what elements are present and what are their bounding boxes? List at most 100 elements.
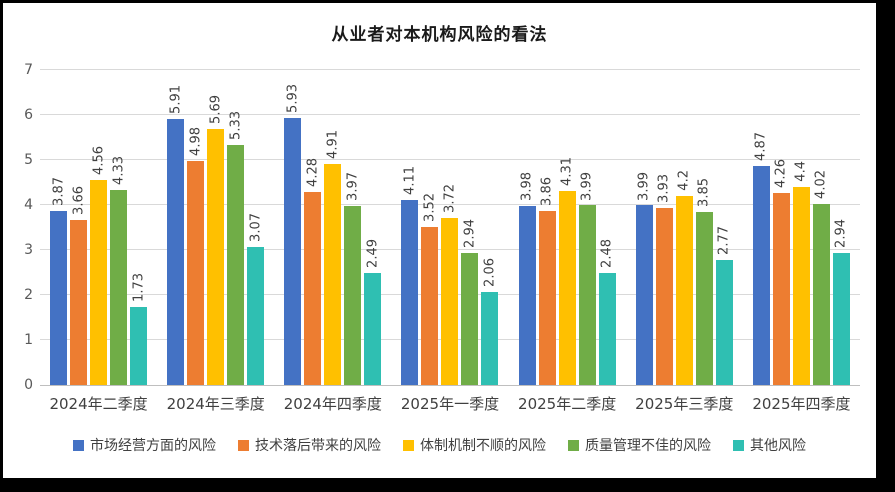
- bar: 4.2: [675, 170, 693, 385]
- bar: 4.11: [401, 166, 419, 385]
- bar-data-label: 4.91: [325, 130, 341, 160]
- bar-data-label: 5.93: [285, 84, 301, 114]
- x-category-label: 2024年二季度: [49, 395, 148, 413]
- gridline: [40, 204, 860, 205]
- bar-data-label: 3.07: [248, 212, 264, 242]
- bar-data-label: 5.33: [228, 111, 244, 141]
- bar-group: 3.98 3.86 4.31 3.99 2.48: [509, 70, 626, 385]
- bar-data-label: 3.52: [422, 192, 438, 222]
- legend-label: 体制机制不顺的风险: [420, 438, 546, 454]
- bar-data-label: 4.31: [559, 157, 575, 187]
- plot-area: 3.87 3.66 4.56 4.33 1.73 5.91 4.98 5.69 5.33 3.07…: [40, 69, 860, 386]
- bar: 3.99: [578, 172, 596, 385]
- bar-data-label: 3.98: [519, 171, 535, 201]
- bar: 3.87: [50, 177, 68, 385]
- x-category-label: 2024年四季度: [283, 395, 382, 413]
- legend-label: 其他风险: [750, 438, 806, 454]
- bar-data-label: 3.85: [696, 177, 712, 207]
- y-tick-label: 6: [24, 107, 33, 123]
- legend-item: 市场经营方面的风险: [73, 435, 216, 455]
- bar: 4.98: [187, 127, 205, 385]
- bar: 2.48: [598, 239, 616, 385]
- bar: 2.94: [832, 219, 850, 385]
- bar-data-label: 5.91: [168, 85, 184, 115]
- legend-swatch-icon: [238, 439, 249, 451]
- y-tick-label: 4: [24, 197, 33, 213]
- bar: 5.69: [207, 95, 225, 385]
- legend-label: 市场经营方面的风险: [90, 438, 216, 454]
- bar-data-label: 4.87: [753, 131, 769, 161]
- gridline: [40, 69, 860, 70]
- bar-data-label: 3.97: [345, 172, 361, 202]
- bar-data-label: 3.93: [656, 174, 672, 204]
- bar: 3.99: [635, 172, 653, 385]
- y-tick-label: 5: [24, 152, 33, 168]
- x-axis-line: [40, 385, 860, 386]
- legend-item: 技术落后带来的风险: [238, 435, 381, 455]
- x-category-label: 2024年三季度: [166, 395, 265, 413]
- bar: 1.73: [130, 273, 148, 385]
- bar-data-label: 2.06: [482, 258, 498, 288]
- bar-data-label: 4.4: [793, 161, 809, 182]
- bar: 2.77: [715, 226, 733, 385]
- legend-swatch-icon: [403, 439, 414, 451]
- x-category-label: 2025年一季度: [400, 395, 500, 413]
- legend-label: 质量管理不佳的风险: [585, 438, 711, 454]
- bar: 3.52: [421, 193, 439, 385]
- chart-canvas: 从业者对本机构风险的看法 0 1 2 3 4 5 6 7 3.87 3.66 4.56 4.33 1.…: [3, 3, 876, 478]
- bar-data-label: 1.73: [131, 273, 147, 303]
- bar: 5.33: [227, 111, 245, 385]
- legend-swatch-icon: [733, 439, 744, 451]
- legend-item: 质量管理不佳的风险: [568, 435, 711, 455]
- bar-data-label: 4.33: [111, 156, 127, 186]
- bar-data-label: 3.99: [636, 171, 652, 201]
- legend-swatch-icon: [568, 439, 579, 451]
- x-axis: 2024年二季度 2024年三季度 2024年四季度 2025年一季度 2025年二季度…: [40, 391, 860, 417]
- y-tick-label: 0: [24, 377, 33, 393]
- y-axis: 0 1 2 3 4 5 6 7: [5, 62, 33, 393]
- bar: 4.28: [304, 158, 322, 385]
- bar: 4.4: [792, 161, 810, 385]
- bar-data-label: 3.72: [442, 183, 458, 213]
- bar-data-label: 4.11: [402, 166, 418, 196]
- x-category-label: 2025年二季度: [518, 395, 617, 413]
- bar: 4.33: [110, 156, 128, 385]
- bar-data-label: 4.02: [813, 170, 829, 200]
- bar: 4.91: [324, 130, 342, 385]
- bar-groups: 3.87 3.66 4.56 4.33 1.73 5.91 4.98 5.69 5.33 3.07…: [40, 70, 860, 385]
- bar-data-label: 2.48: [599, 239, 615, 269]
- bar-data-label: 4.2: [676, 170, 692, 191]
- bar: 3.86: [538, 177, 556, 385]
- bar-data-label: 4.98: [188, 126, 204, 156]
- bar-data-label: 4.26: [773, 159, 789, 189]
- y-tick-label: 1: [24, 332, 33, 348]
- bar-data-label: 3.66: [71, 186, 87, 216]
- y-tick-label: 3: [24, 242, 33, 258]
- bar-data-label: 3.86: [539, 177, 555, 207]
- bar-group: 4.87 4.26 4.4 4.02 2.94: [743, 70, 860, 385]
- bar-data-label: 2.94: [462, 218, 478, 248]
- bar: 2.49: [364, 239, 382, 385]
- bar-data-label: 3.99: [579, 171, 595, 201]
- chart-title: 从业者对本机构风险的看法: [331, 25, 548, 45]
- bar: 5.91: [167, 85, 185, 385]
- bar: 4.56: [90, 146, 108, 385]
- bar-group: 5.91 4.98 5.69 5.33 3.07: [157, 70, 274, 385]
- bar-data-label: 4.28: [305, 158, 321, 188]
- bar: 2.94: [461, 219, 479, 385]
- bar: 2.06: [481, 258, 499, 385]
- bar-data-label: 4.56: [91, 145, 107, 175]
- bar: 3.72: [441, 184, 459, 385]
- gridline: [40, 159, 860, 160]
- legend: 市场经营方面的风险 技术落后带来的风险 体制机制不顺的风险 质量管理不佳的风险 其他风险: [3, 435, 876, 455]
- bar: 4.87: [752, 132, 770, 385]
- legend-item: 其他风险: [733, 435, 806, 455]
- legend-item: 体制机制不顺的风险: [403, 435, 546, 455]
- bar-data-label: 3.87: [51, 176, 67, 206]
- bar: 4.26: [772, 159, 790, 385]
- bar-group: 3.87 3.66 4.56 4.33 1.73: [40, 70, 157, 385]
- bar-group: 4.11 3.52 3.72 2.94 2.06: [391, 70, 508, 385]
- bar: 3.85: [695, 178, 713, 385]
- bar: 4.31: [558, 157, 576, 385]
